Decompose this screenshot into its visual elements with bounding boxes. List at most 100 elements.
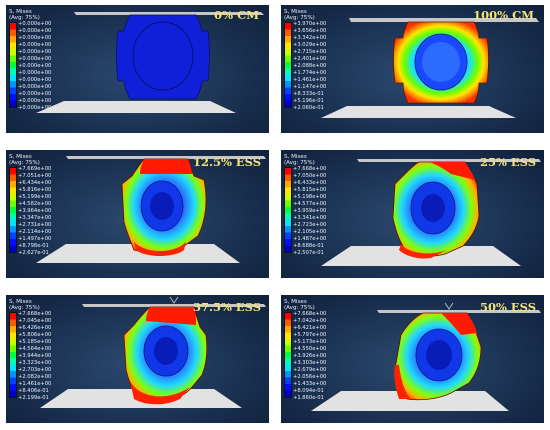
legend-value: +1.497e+00 xyxy=(18,236,52,242)
specimen xyxy=(116,14,210,100)
legend-value: +3.944e+00 xyxy=(18,353,52,359)
legend-value: +0.000e+00 xyxy=(18,56,52,62)
panel-25pct-ess: S, Mises (Avg: 75%) +7.668e+00 +7.050e+00… xyxy=(281,150,544,278)
panel-50pct-ess: S, Mises (Avg: 75%) +7.668e+00 +7.042e+00… xyxy=(281,295,544,423)
case-label: 0% CM xyxy=(214,8,259,22)
stress-legend: S, Mises (Avg: 75%) +0.000e+00 +0.000e+00… xyxy=(9,9,69,114)
legend-value: +2.060e-01 xyxy=(293,105,324,111)
legend-color-bar xyxy=(9,167,17,253)
legend-values: +0.000e+00 +0.000e+00 +0.000e+00 +0.000e+00… xyxy=(18,21,70,111)
legend-value: +0.000e+00 xyxy=(18,84,52,90)
specimen xyxy=(394,312,482,401)
legend-color-bar xyxy=(9,312,17,398)
legend-value: +2.627e-01 xyxy=(18,250,49,256)
legend-value: +3.029e+00 xyxy=(293,42,327,48)
legend-value: +3.303e+00 xyxy=(293,360,327,366)
legend-value: +1.147e+00 xyxy=(293,84,327,90)
legend-value: +2.056e+00 xyxy=(293,374,327,380)
bottom-plate xyxy=(36,244,240,263)
stress-legend: S, Mises (Avg: 75%) +7.669e+00 +7.051e+00… xyxy=(9,154,69,259)
legend-value: +8.688e-01 xyxy=(293,243,324,249)
legend-value: +8.406e-01 xyxy=(18,388,49,394)
case-label: 100% CM xyxy=(473,8,534,22)
legend-value: +7.045e+00 xyxy=(18,318,52,324)
legend-value: +0.000e+00 xyxy=(18,28,52,34)
bottom-plate xyxy=(311,391,509,411)
panel-12-5pct-ess: S, Mises (Avg: 75%) +7.669e+00 +7.051e+00… xyxy=(6,150,269,278)
legend-title: S, Mises xyxy=(284,9,307,15)
specimen xyxy=(392,161,480,259)
legend-values: +7.669e+00 +7.051e+00 +6.434e+00 +5.816e+00… xyxy=(18,166,70,256)
fem-scene xyxy=(40,296,266,408)
legend-value: +3.964e+00 xyxy=(18,208,52,214)
legend-subtitle: (Avg: 75%) xyxy=(9,305,40,312)
legend-title: S, Mises xyxy=(284,154,307,160)
legend-value: +0.000e+00 xyxy=(18,91,52,97)
top-plate xyxy=(74,12,264,15)
legend-title: S, Mises xyxy=(9,299,32,305)
legend-value: +2.507e-01 xyxy=(293,250,324,256)
legend-value: +3.323e+00 xyxy=(18,360,52,366)
legend-value: +1.860e-01 xyxy=(293,395,324,401)
fem-scene xyxy=(36,12,264,113)
legend-value: +6.433e+00 xyxy=(293,180,327,186)
legend-value: +1.487e+00 xyxy=(293,236,327,242)
fem-scene xyxy=(321,18,539,118)
legend-value: +5.199e+00 xyxy=(18,194,52,200)
legend-value: +3.341e+00 xyxy=(293,215,327,221)
specimen xyxy=(123,306,208,405)
legend-title: S, Mises xyxy=(9,154,32,160)
legend-value: +8.094e-01 xyxy=(293,388,324,394)
legend-value: +1.433e+00 xyxy=(293,381,327,387)
legend-title: S, Mises xyxy=(9,9,32,15)
stress-legend: S, Mises (Avg: 75%) +7.668e+00 +7.050e+00… xyxy=(284,154,344,259)
legend-color-bar xyxy=(284,22,292,108)
case-label: 12.5% ESS xyxy=(192,155,261,169)
legend-value: +5.173e+00 xyxy=(293,339,327,345)
legend-value: +2.715e+00 xyxy=(293,49,327,55)
load-marker xyxy=(444,302,454,310)
legend-value: +0.000e+00 xyxy=(18,105,52,111)
legend-value: +5.815e+00 xyxy=(293,187,327,193)
legend-value: +2.199e-01 xyxy=(18,395,49,401)
legend-subtitle: (Avg: 75%) xyxy=(9,15,40,22)
legend-value: +0.000e+00 xyxy=(18,63,52,69)
bottom-plate xyxy=(36,101,236,113)
fem-scene xyxy=(36,156,266,263)
legend-title: S, Mises xyxy=(284,299,307,305)
stress-legend: S, Mises (Avg: 75%) +7.668e+00 +7.045e+00… xyxy=(9,299,69,404)
legend-color-bar xyxy=(284,312,292,398)
legend-value: +4.577e+00 xyxy=(293,201,327,207)
specimen xyxy=(121,158,207,256)
legend-values: +3.970e+00 +3.656e+00 +3.342e+00 +3.029e+00… xyxy=(293,21,345,111)
legend-value: +7.669e+00 xyxy=(18,166,52,172)
legend-value: +7.668e+00 xyxy=(18,311,52,317)
legend-value: +3.959e+00 xyxy=(293,208,327,214)
legend-value: +4.550e+00 xyxy=(293,346,327,352)
legend-value: +2.723e+00 xyxy=(293,222,327,228)
legend-value: +2.401e+00 xyxy=(293,56,327,62)
panel-0pct-cm: S, Mises (Avg: 75%) +0.000e+00 +0.000e+00… xyxy=(6,5,269,133)
fem-scene xyxy=(311,302,541,411)
legend-value: +8.333e-01 xyxy=(293,91,324,97)
legend-value: +5.198e+00 xyxy=(293,194,327,200)
legend-value: +0.000e+00 xyxy=(18,70,52,76)
legend-value: +5.816e+00 xyxy=(18,187,52,193)
legend-value: +5.196e-01 xyxy=(293,98,324,104)
stress-legend: S, Mises (Avg: 75%) +3.970e+00 +3.656e+00… xyxy=(284,9,344,114)
legend-value: +5.806e+00 xyxy=(18,332,52,338)
legend-value: +6.421e+00 xyxy=(293,325,327,331)
legend-value: +0.000e+00 xyxy=(18,98,52,104)
legend-value: +3.970e+00 xyxy=(293,21,327,27)
legend-value: +0.000e+00 xyxy=(18,42,52,48)
panel-100pct-cm: S, Mises (Avg: 75%) +3.970e+00 +3.656e+00… xyxy=(281,5,544,133)
legend-value: +8.798e-01 xyxy=(18,243,49,249)
legend-value: +2.082e+00 xyxy=(18,374,52,380)
legend-value: +1.774e+00 xyxy=(293,70,327,76)
legend-value: +2.731e+00 xyxy=(18,222,52,228)
stress-legend: S, Mises (Avg: 75%) +7.668e+00 +7.042e+00… xyxy=(284,299,344,404)
legend-value: +0.000e+00 xyxy=(18,35,52,41)
panel-37-5pct-ess: S, Mises (Avg: 75%) +7.668e+00 +7.045e+00… xyxy=(6,295,269,423)
specimen xyxy=(393,21,489,104)
legend-value: +2.105e+00 xyxy=(293,229,327,235)
